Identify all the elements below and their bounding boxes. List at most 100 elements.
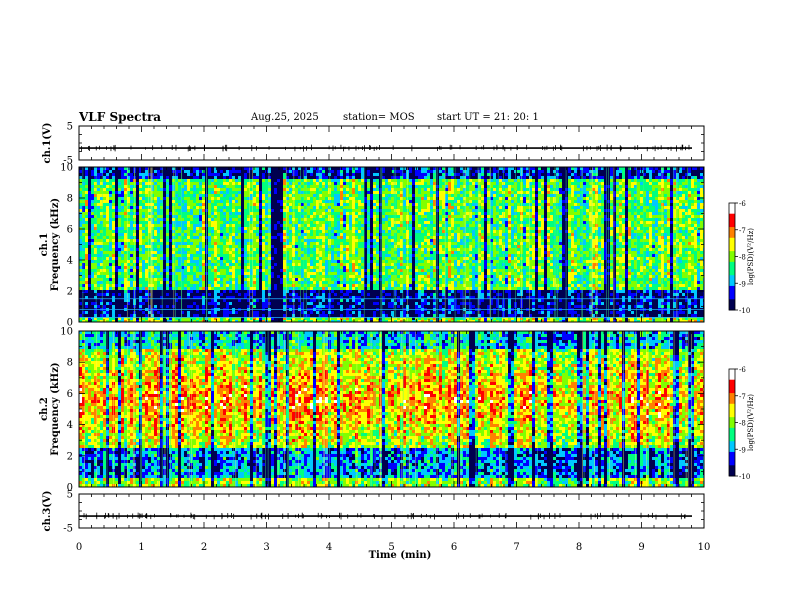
spectrogram-cell	[118, 209, 121, 212]
spectrogram-cell	[451, 197, 454, 200]
spectrogram-cell	[91, 221, 94, 224]
spectrogram-cell	[649, 200, 652, 203]
spectrogram-cell	[418, 230, 421, 233]
spectrogram-cell	[238, 206, 241, 209]
spectrogram-cell	[148, 182, 151, 185]
spectrogram-cell	[625, 230, 628, 233]
spectrogram-cell	[109, 173, 112, 176]
spectrogram-cell	[679, 230, 682, 233]
spectrogram-cell	[157, 173, 160, 176]
spectrogram-cell	[94, 197, 97, 200]
spectrogram-cell	[238, 194, 241, 197]
spectrogram-cell	[364, 221, 367, 224]
spectrogram-cell	[310, 185, 313, 188]
spectrogram-cell	[397, 185, 400, 188]
spectrogram-cell	[238, 170, 241, 173]
spectrogram-cell	[178, 197, 181, 200]
spectrogram-cell	[634, 221, 637, 224]
spectrogram-cell	[163, 218, 166, 221]
spectrogram-cell	[211, 170, 214, 173]
spectrogram-cell	[511, 209, 514, 212]
spectrogram-cell	[424, 173, 427, 176]
spectrogram-cell	[256, 170, 259, 173]
spectrogram-cell	[109, 221, 112, 224]
spectrogram-cell	[463, 224, 466, 227]
spectrogram-cell	[289, 167, 292, 170]
spectrogram-cell	[628, 185, 631, 188]
spectrogram-cell	[628, 179, 631, 182]
spectrogram-cell	[643, 191, 646, 194]
spectrogram-cell	[544, 200, 547, 203]
spectrogram-cell	[601, 179, 604, 182]
spectrogram-cell	[112, 215, 115, 218]
spectrogram-cell	[658, 218, 661, 221]
spectrogram-cell	[265, 179, 268, 182]
spectrogram-cell	[136, 203, 139, 206]
spectrogram-cell	[535, 191, 538, 194]
spectrogram-cell	[661, 173, 664, 176]
spectrogram-cell	[280, 230, 283, 233]
spectrogram-cell	[214, 224, 217, 227]
spectrogram-cell	[112, 209, 115, 212]
spectrogram-cell	[196, 194, 199, 197]
spectrogram-cell	[673, 182, 676, 185]
spectrogram-cell	[577, 203, 580, 206]
spectrogram-cell	[88, 197, 91, 200]
spectrogram-cell	[700, 230, 703, 233]
spectrogram-cell	[85, 212, 88, 215]
spectrogram-cell	[298, 215, 301, 218]
spectrogram-cell	[616, 173, 619, 176]
spectrogram-cell	[352, 176, 355, 179]
spectrogram-cell	[115, 218, 118, 221]
spectrogram-cell	[442, 224, 445, 227]
spectrogram-cell	[148, 212, 151, 215]
spectrogram-cell	[493, 230, 496, 233]
spectrogram-cell	[442, 173, 445, 176]
spectrogram-cell	[358, 224, 361, 227]
spectrogram-cell	[688, 182, 691, 185]
spectrogram-cell	[262, 206, 265, 209]
spectrogram-cell	[346, 227, 349, 230]
spectrogram-cell	[517, 182, 520, 185]
spectrogram-cell	[574, 191, 577, 194]
spectrogram-cell	[100, 206, 103, 209]
spectrogram-cell	[454, 173, 457, 176]
spectrogram-cell	[217, 203, 220, 206]
spectrogram-cell	[112, 200, 115, 203]
spectrogram-cell	[700, 200, 703, 203]
spectrogram-cell	[538, 227, 541, 230]
spectrogram-cell	[250, 197, 253, 200]
spectrogram-cell	[418, 194, 421, 197]
spectrogram-cell	[124, 233, 127, 236]
spectrogram-cell	[601, 227, 604, 230]
spectrogram-cell	[241, 206, 244, 209]
spectrogram-cell	[622, 227, 625, 230]
spectrogram-cell	[232, 200, 235, 203]
spectrogram-cell	[421, 170, 424, 173]
spectrogram-cell	[439, 218, 442, 221]
spectrogram-cell	[280, 218, 283, 221]
spectrogram-cell	[463, 173, 466, 176]
spectrogram-cell	[640, 215, 643, 218]
spectrogram-cell	[589, 182, 592, 185]
spectrogram-cell	[325, 194, 328, 197]
spectrogram-cell	[244, 179, 247, 182]
spectrogram-cell	[184, 233, 187, 236]
spectrogram-cell	[694, 224, 697, 227]
spectrogram-cell	[679, 224, 682, 227]
spectrogram-cell	[472, 176, 475, 179]
spectrogram-cell	[541, 179, 544, 182]
spectrogram-cell	[451, 215, 454, 218]
spectrogram-cell	[115, 191, 118, 194]
spectrogram-cell	[385, 194, 388, 197]
spectrogram-cell	[451, 209, 454, 212]
spectrogram-cell	[547, 182, 550, 185]
spectrogram-cell	[445, 227, 448, 230]
spectrogram-cell	[229, 215, 232, 218]
spectrogram-cell	[601, 221, 604, 224]
spectrogram-cell	[445, 209, 448, 212]
spectrogram-cell	[355, 167, 358, 170]
spectrogram-cell	[244, 218, 247, 221]
spectrogram-cell	[493, 197, 496, 200]
spectrogram-cell	[199, 206, 202, 209]
